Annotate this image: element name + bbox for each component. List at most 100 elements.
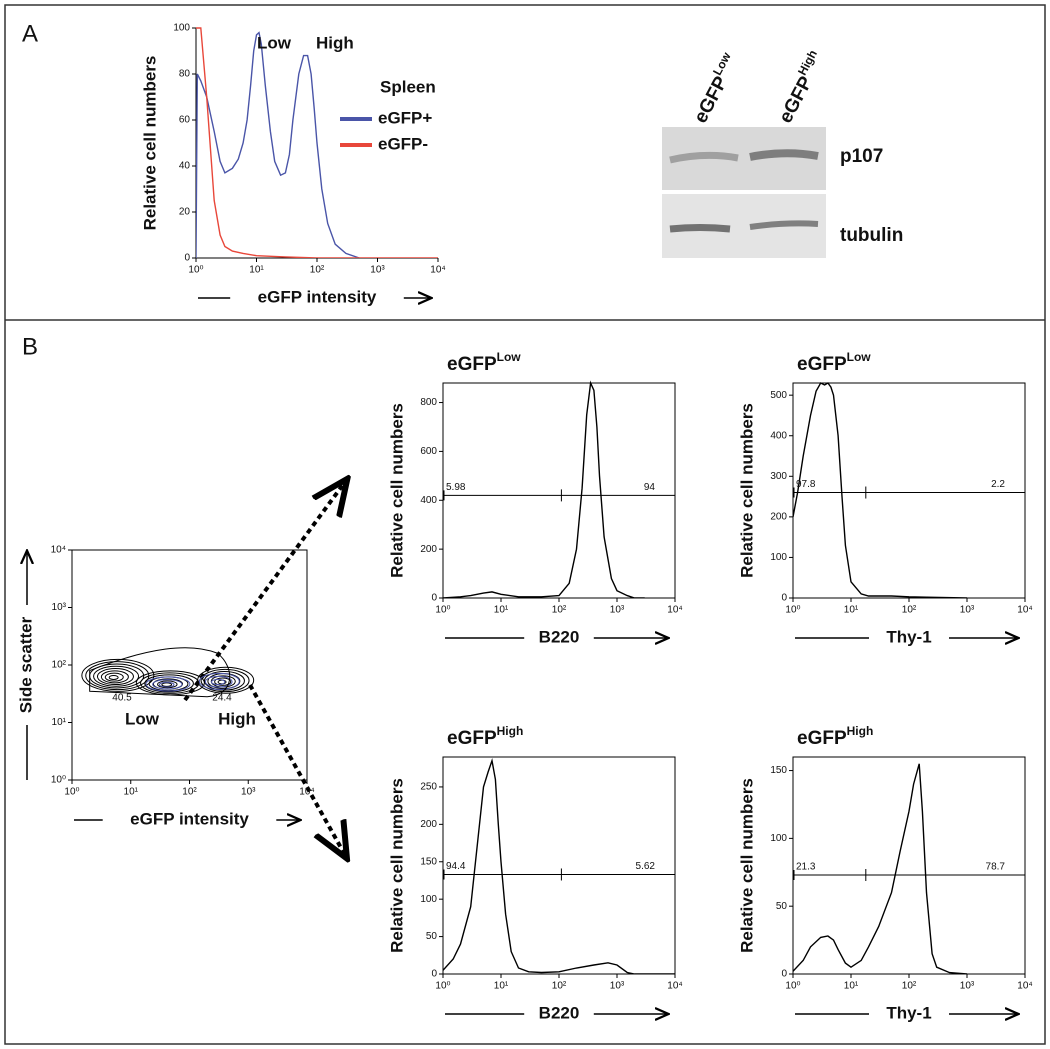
x-axis-label: Thy-1 [886, 627, 931, 646]
x-tick-label: 10⁴ [667, 605, 682, 616]
y-tick-label: 50 [426, 931, 438, 942]
x-tick-label: 10⁰ [785, 605, 800, 616]
gate-percent: 5.62 [636, 861, 656, 872]
western-blot: eGFPLow eGFPHigh p107 tubulin [662, 48, 903, 258]
series-line [443, 757, 675, 974]
gate-percent: 94.4 [446, 861, 466, 872]
legend-label: eGFP- [378, 134, 428, 153]
title-text: eGFP [447, 728, 497, 749]
x-tick-label: 10² [182, 787, 197, 798]
y-tick-label: 20 [179, 207, 191, 218]
series-line [793, 763, 968, 974]
y-tick-label: 10⁰ [51, 775, 66, 786]
x-tick-label: 10³ [610, 605, 625, 616]
x-tick-label: 10¹ [249, 265, 264, 276]
figure-border [4, 4, 1046, 1045]
contour-line [104, 672, 124, 682]
x-tick-label: 10³ [241, 787, 256, 798]
x-tick-label: 10³ [960, 981, 975, 992]
contour-line [89, 647, 231, 698]
lane-label-text: eGFP [775, 73, 817, 127]
blot-band [669, 224, 731, 233]
chart-title: eGFPHigh [447, 724, 523, 749]
chart: 10⁰ 10¹ 10² 10³ 10⁴ 10⁰ 10¹ 10² 10³ 10⁴ eGFP inten… [16, 545, 314, 829]
series-line [793, 382, 968, 598]
gate-percent: 24.4 [212, 693, 232, 704]
gate-percent: 78.7 [986, 862, 1006, 873]
y-tick-label: 10³ [52, 602, 67, 613]
y-tick-label: 0 [184, 253, 190, 264]
annotation: Low [257, 33, 292, 52]
x-tick-label: 10¹ [494, 981, 509, 992]
lane-label-sup: Low [710, 49, 734, 77]
x-tick-label: 10³ [610, 981, 625, 992]
x-tick-label: 10⁴ [1017, 981, 1032, 992]
legend-label: eGFP+ [378, 108, 432, 127]
y-tick-label: 60 [179, 115, 191, 126]
title-superscript: High [847, 724, 874, 738]
y-tick-label: 200 [770, 512, 787, 523]
contour-line [145, 676, 191, 692]
contour-line [93, 665, 140, 687]
plot-frame [792, 382, 1026, 599]
y-tick-label: 0 [781, 969, 787, 980]
contour-line [100, 670, 129, 684]
x-axis-label: B220 [539, 1003, 580, 1022]
y-tick-label: 50 [776, 901, 788, 912]
y-tick-label: 600 [420, 446, 437, 457]
x-axis-label: B220 [539, 627, 580, 646]
contour-line [210, 678, 226, 686]
contour-line [197, 666, 255, 694]
x-tick-label: 10¹ [124, 787, 139, 798]
y-tick-label: 200 [420, 819, 437, 830]
x-tick-label: 10² [552, 605, 567, 616]
x-tick-label: 10⁴ [667, 981, 682, 992]
y-tick-label: 150 [420, 856, 437, 867]
contour-line [158, 681, 175, 688]
contour-line [161, 682, 173, 687]
chart: 10⁰ 10¹ 10² 10³ 10⁴ 0 50 100 150 200 250 B220 Relati… [387, 724, 682, 1022]
title-text: eGFP [447, 354, 497, 375]
lane-label-text: eGFP [690, 73, 732, 127]
contour-line [152, 679, 183, 690]
gate-percent: 5.98 [446, 482, 466, 493]
lane-label: eGFPLow [687, 49, 744, 126]
chart: 10⁰ 10¹ 10² 10³ 10⁴ 0 200 400 600 800 B220 Relative… [387, 350, 682, 646]
x-tick-label: 10⁴ [430, 265, 445, 276]
y-tick-label: 100 [173, 23, 190, 34]
contour-line [214, 677, 232, 686]
y-axis-label: Relative cell numbers [387, 778, 406, 953]
x-tick-label: 10¹ [844, 605, 859, 616]
gate-percent: 94 [644, 482, 656, 493]
y-tick-label: 250 [420, 782, 437, 793]
gate-percent: 2.2 [991, 479, 1005, 490]
gate-percent: 21.3 [796, 862, 816, 873]
y-tick-label: 80 [179, 69, 191, 80]
y-tick-label: 500 [770, 390, 787, 401]
x-tick-label: 10⁴ [299, 787, 314, 798]
x-axis-label: Thy-1 [886, 1003, 931, 1022]
y-tick-label: 0 [431, 593, 437, 604]
lane-label-sup: High [795, 48, 820, 78]
dashed-arrow [183, 482, 345, 702]
contour-line [81, 658, 155, 692]
y-tick-label: 0 [781, 593, 787, 604]
chart-title: eGFPLow [797, 350, 871, 375]
title-superscript: Low [847, 350, 872, 364]
contour-line [144, 674, 194, 693]
lane-label: eGFPHigh [772, 48, 830, 127]
x-tick-label: 10² [902, 981, 917, 992]
contour-line [200, 668, 250, 693]
gate-name: Low [125, 709, 160, 728]
y-tick-label: 400 [420, 495, 437, 506]
x-axis-label: eGFP intensity [258, 287, 377, 306]
series-line [443, 380, 645, 598]
contour-line [204, 675, 233, 688]
chart-title: eGFPHigh [797, 724, 873, 749]
y-tick-label: 150 [770, 765, 787, 776]
plot-frame [442, 382, 676, 599]
title-text: eGFP [797, 728, 847, 749]
contour-line [108, 674, 119, 680]
x-tick-label: 10³ [960, 605, 975, 616]
chart: 10⁰ 10¹ 10² 10³ 10⁴ 0 50 100 150 Thy-1 Relative ce… [737, 724, 1032, 1022]
